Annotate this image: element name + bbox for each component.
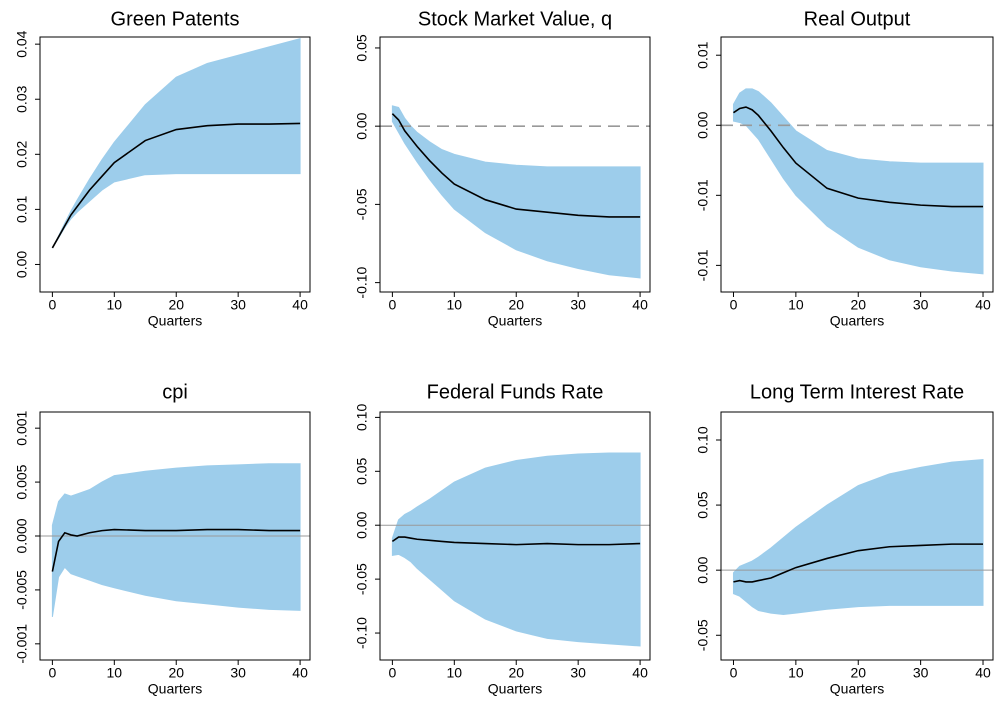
y-tick-label: 0.05 xyxy=(695,491,711,518)
confidence-band xyxy=(732,458,984,615)
y-tick-label: 0.02 xyxy=(14,140,30,167)
y-tick-label: 0.00 xyxy=(695,556,711,583)
y-tick-label: -0.001 xyxy=(14,624,30,664)
x-tick-label: 40 xyxy=(632,665,648,681)
y-tick-label: -0.10 xyxy=(354,266,370,298)
y-tick-label: -0.01 xyxy=(695,179,711,211)
plot-frame xyxy=(720,411,994,661)
x-tick-label: 30 xyxy=(913,665,929,681)
y-tick-label: 0.00 xyxy=(695,111,711,138)
plot-frame xyxy=(39,36,311,293)
confidence-band xyxy=(732,88,984,275)
x-tick-label: 40 xyxy=(292,297,308,313)
y-tick-label: 0.00 xyxy=(354,511,370,538)
x-tick-label: 20 xyxy=(850,665,866,681)
y-tick-label: -0.05 xyxy=(354,563,370,595)
y-tick-label: -0.05 xyxy=(695,619,711,651)
x-tick-label: 0 xyxy=(388,297,396,313)
y-tick-label: 0.10 xyxy=(354,404,370,431)
y-tick-label: 0.00 xyxy=(14,251,30,278)
y-tick-label: -0.10 xyxy=(354,617,370,649)
panel-title: cpi xyxy=(162,381,188,403)
x-tick-label: 10 xyxy=(788,297,804,313)
plot-frame xyxy=(379,411,651,661)
y-tick-label: -0.05 xyxy=(354,188,370,220)
x-tick-label: 0 xyxy=(730,297,738,313)
x-tick-label: 10 xyxy=(447,297,463,313)
y-tick-label: 0.001 xyxy=(14,410,30,445)
x-tick-label: 10 xyxy=(107,297,123,313)
y-tick-label: 0.01 xyxy=(695,41,711,68)
x-tick-label: 10 xyxy=(447,665,463,681)
x-tick-label: 40 xyxy=(632,297,648,313)
plot-frame xyxy=(720,36,994,293)
panel-title: Green Patents xyxy=(111,8,240,30)
x-tick-label: 30 xyxy=(230,665,246,681)
y-tick-label: 0.04 xyxy=(14,30,30,57)
plot-frame xyxy=(379,36,651,293)
x-axis-label: Quarters xyxy=(830,681,884,697)
y-tick-label: 0.01 xyxy=(14,196,30,223)
x-axis-label: Quarters xyxy=(488,681,542,697)
panel-title: Federal Funds Rate xyxy=(427,381,604,403)
irf-line xyxy=(51,122,301,249)
y-tick-label: 0.05 xyxy=(354,34,370,61)
confidence-band xyxy=(391,452,641,647)
confidence-band xyxy=(51,38,301,249)
irf-line xyxy=(51,528,301,572)
x-tick-label: 40 xyxy=(975,297,991,313)
irf-line xyxy=(733,543,984,583)
x-tick-label: 30 xyxy=(230,297,246,313)
x-tick-label: 30 xyxy=(913,297,929,313)
x-axis-label: Quarters xyxy=(488,313,542,329)
x-tick-label: 20 xyxy=(168,297,184,313)
irf-line xyxy=(391,113,641,218)
y-tick-label: 0.005 xyxy=(14,464,30,499)
y-tick-label: 0.000 xyxy=(14,518,30,553)
confidence-band xyxy=(51,463,301,617)
y-tick-label: -0.01 xyxy=(695,249,711,281)
y-tick-label: 0.05 xyxy=(354,457,370,484)
x-tick-label: 20 xyxy=(508,665,524,681)
y-tick-label: 0.00 xyxy=(354,112,370,139)
x-axis-label: Quarters xyxy=(148,681,202,697)
x-tick-label: 40 xyxy=(292,665,308,681)
x-tick-label: 10 xyxy=(788,665,804,681)
irf-line xyxy=(733,106,984,208)
confidence-band xyxy=(391,105,641,279)
panel-title: Long Term Interest Rate xyxy=(750,381,964,403)
y-tick-label: 0.10 xyxy=(695,426,711,453)
panel-title: Real Output xyxy=(804,8,911,30)
y-tick-label: -0.005 xyxy=(14,570,30,610)
x-axis-label: Quarters xyxy=(830,313,884,329)
x-tick-label: 20 xyxy=(168,665,184,681)
x-tick-label: 20 xyxy=(508,297,524,313)
irf-line xyxy=(391,536,641,546)
x-tick-label: 20 xyxy=(850,297,866,313)
panel-title: Stock Market Value, q xyxy=(418,8,612,30)
x-tick-label: 30 xyxy=(570,297,586,313)
x-tick-label: 0 xyxy=(388,665,396,681)
x-tick-label: 30 xyxy=(570,665,586,681)
y-tick-label: 0.03 xyxy=(14,85,30,112)
x-tick-label: 40 xyxy=(975,665,991,681)
x-tick-label: 10 xyxy=(107,665,123,681)
x-tick-label: 0 xyxy=(730,665,738,681)
x-tick-label: 0 xyxy=(48,297,56,313)
x-axis-label: Quarters xyxy=(148,313,202,329)
x-tick-label: 0 xyxy=(48,665,56,681)
